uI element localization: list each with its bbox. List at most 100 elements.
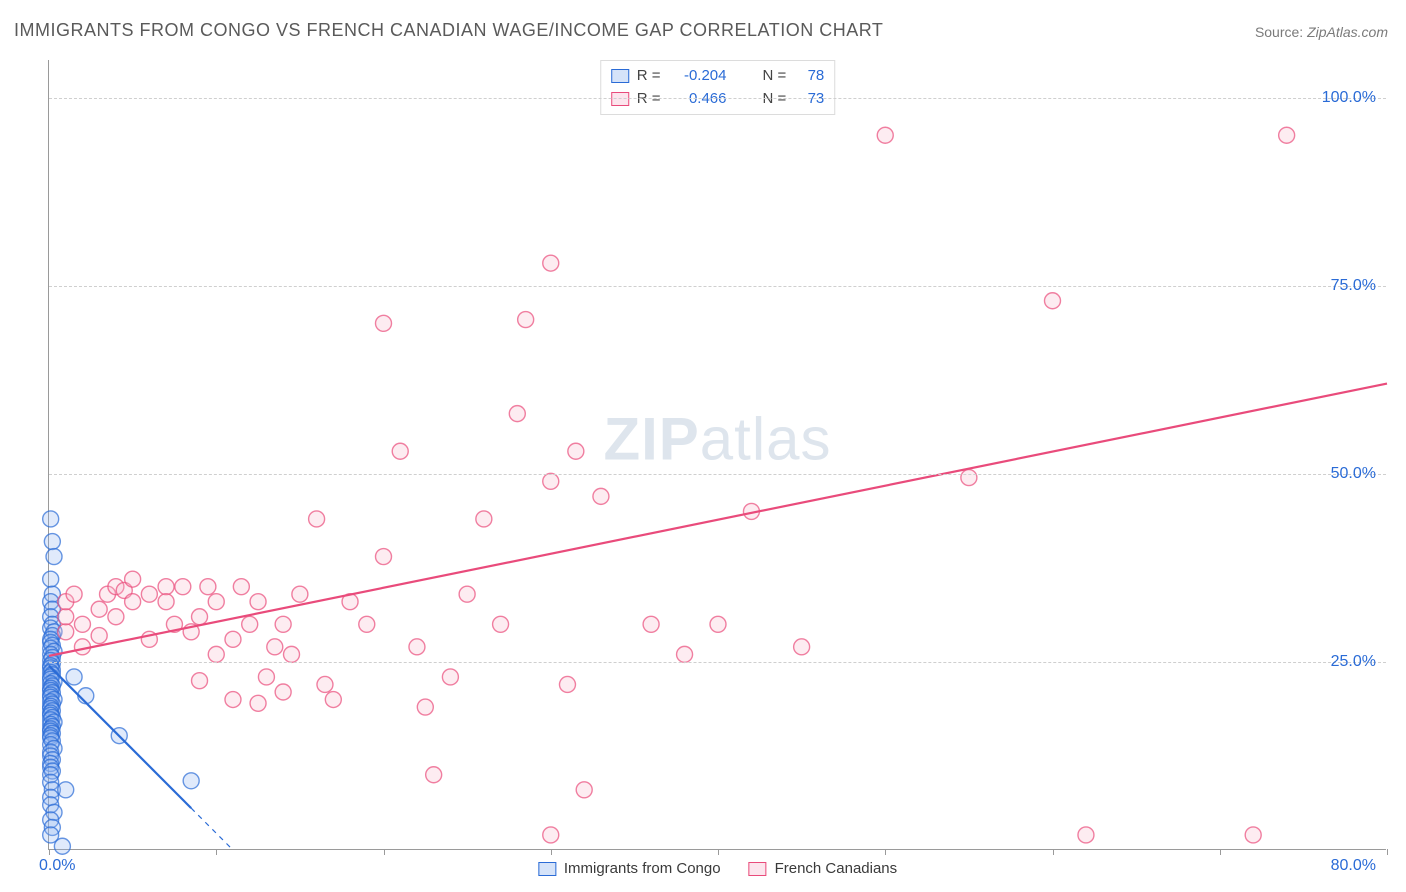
data-point <box>459 586 475 602</box>
legend-r-value: -0.204 <box>671 65 727 88</box>
data-point <box>292 586 308 602</box>
y-tick-label: 25.0% <box>1331 653 1376 671</box>
data-point <box>568 443 584 459</box>
x-tick-max: 80.0% <box>1331 857 1376 875</box>
legend-row: R =0.466N =73 <box>611 88 825 111</box>
data-point <box>158 594 174 610</box>
data-point <box>677 646 693 662</box>
data-point <box>58 609 74 625</box>
legend-item: French Canadians <box>749 860 898 877</box>
chart-svg <box>49 60 1386 849</box>
data-point <box>267 639 283 655</box>
x-tick-min: 0.0% <box>39 857 75 875</box>
data-point <box>43 571 59 587</box>
data-point <box>1045 293 1061 309</box>
data-point <box>284 646 300 662</box>
legend-n-label: N = <box>763 65 787 88</box>
data-point <box>91 601 107 617</box>
legend-swatch <box>611 92 629 106</box>
legend-swatch <box>538 862 556 876</box>
source-name: ZipAtlas.com <box>1307 24 1388 40</box>
data-point <box>44 534 60 550</box>
x-tick-mark <box>718 849 719 855</box>
legend-label: French Canadians <box>775 860 898 877</box>
data-point <box>543 473 559 489</box>
data-point <box>593 488 609 504</box>
chart-plot-area: ZIPatlas R =-0.204N =78R =0.466N =73 Imm… <box>48 60 1386 850</box>
grid-line <box>49 662 1386 663</box>
source-prefix: Source: <box>1255 24 1307 40</box>
grid-line <box>49 474 1386 475</box>
data-point <box>54 838 70 854</box>
chart-title: IMMIGRANTS FROM CONGO VS FRENCH CANADIAN… <box>14 20 883 41</box>
x-tick-mark <box>1220 849 1221 855</box>
data-point <box>576 782 592 798</box>
data-point <box>233 579 249 595</box>
data-point <box>794 639 810 655</box>
x-tick-mark <box>1387 849 1388 855</box>
data-point <box>258 669 274 685</box>
data-point <box>66 669 82 685</box>
legend-n-label: N = <box>763 88 787 111</box>
data-point <box>877 127 893 143</box>
data-point <box>409 639 425 655</box>
data-point <box>175 579 191 595</box>
data-point <box>242 616 258 632</box>
data-point <box>46 549 62 565</box>
data-point <box>1078 827 1094 843</box>
data-point <box>493 616 509 632</box>
data-point <box>1279 127 1295 143</box>
data-point <box>225 692 241 708</box>
data-point <box>200 579 216 595</box>
data-point <box>961 470 977 486</box>
data-point <box>74 616 90 632</box>
data-point <box>518 312 534 328</box>
data-point <box>442 669 458 685</box>
source-credit: Source: ZipAtlas.com <box>1255 24 1388 40</box>
legend-swatch <box>611 69 629 83</box>
data-point <box>192 609 208 625</box>
data-point <box>509 406 525 422</box>
grid-line <box>49 286 1386 287</box>
x-tick-mark <box>49 849 50 855</box>
data-point <box>250 594 266 610</box>
data-point <box>183 773 199 789</box>
regression-line-dashed <box>191 808 233 850</box>
data-point <box>376 549 392 565</box>
data-point <box>66 586 82 602</box>
data-point <box>125 594 141 610</box>
data-point <box>91 628 107 644</box>
y-tick-label: 50.0% <box>1331 465 1376 483</box>
grid-line <box>49 98 1386 99</box>
data-point <box>275 684 291 700</box>
data-point <box>543 255 559 271</box>
data-point <box>710 616 726 632</box>
legend-row: R = -0.204 N = 78 <box>611 65 825 88</box>
data-point <box>417 699 433 715</box>
legend-correlation: R =-0.204N =78R =0.466N =73 <box>600 60 836 115</box>
legend-swatch <box>749 862 767 876</box>
legend-label: Immigrants from Congo <box>564 860 721 877</box>
data-point <box>426 767 442 783</box>
data-point <box>543 827 559 843</box>
data-point <box>43 511 59 527</box>
data-point <box>58 782 74 798</box>
data-point <box>559 676 575 692</box>
legend-r-label: R = <box>637 65 661 88</box>
data-point <box>376 315 392 331</box>
data-point <box>317 676 333 692</box>
data-point <box>392 443 408 459</box>
y-tick-label: 100.0% <box>1322 89 1376 107</box>
x-tick-mark <box>216 849 217 855</box>
x-tick-mark <box>885 849 886 855</box>
legend-r-value: 0.466 <box>671 88 727 111</box>
data-point <box>275 616 291 632</box>
legend-n-value: 78 <box>796 65 824 88</box>
x-tick-mark <box>384 849 385 855</box>
data-point <box>58 624 74 640</box>
data-point <box>225 631 241 647</box>
data-point <box>476 511 492 527</box>
x-tick-mark <box>551 849 552 855</box>
data-point <box>250 695 266 711</box>
data-point <box>141 586 157 602</box>
